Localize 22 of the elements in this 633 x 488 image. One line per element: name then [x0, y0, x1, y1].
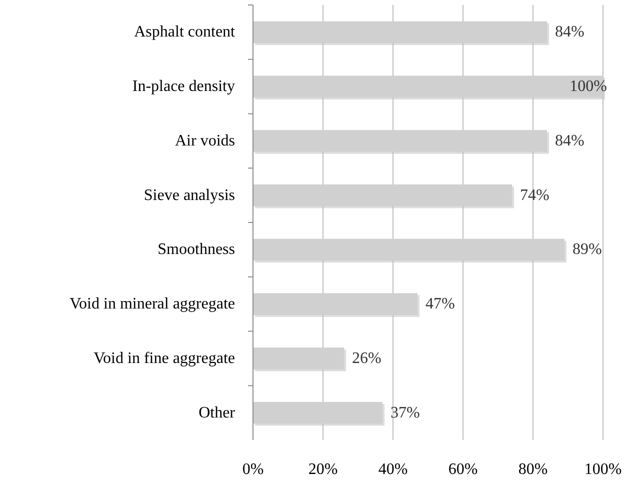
- data-label: 37%: [390, 404, 420, 422]
- data-label: 100%: [570, 78, 607, 96]
- y-tick-label: Other: [198, 404, 236, 422]
- y-tick-label: Void in mineral aggregate: [70, 296, 235, 313]
- y-tick-label: Air voids: [175, 132, 235, 150]
- y-tick-label: Asphalt content: [134, 24, 236, 41]
- y-tick-label: Smoothness: [158, 241, 235, 258]
- x-tick-label: 60%: [448, 461, 478, 478]
- data-label: 89%: [572, 241, 602, 258]
- data-label: 74%: [520, 186, 550, 204]
- data-label: 84%: [555, 24, 584, 41]
- x-tick-label: 100%: [584, 461, 622, 478]
- x-tick-label: 40%: [378, 461, 408, 478]
- data-label: 84%: [555, 132, 584, 150]
- y-tick-label: Sieve analysis: [144, 186, 235, 204]
- x-tick-label: 20%: [308, 461, 338, 478]
- data-label: 26%: [352, 350, 382, 367]
- x-tick-label: 0%: [242, 461, 264, 478]
- x-tick-label: 80%: [518, 461, 548, 478]
- data-label: 47%: [426, 296, 455, 313]
- y-tick-label: In-place density: [132, 78, 235, 96]
- y-tick-label: Void in fine aggregate: [94, 350, 235, 367]
